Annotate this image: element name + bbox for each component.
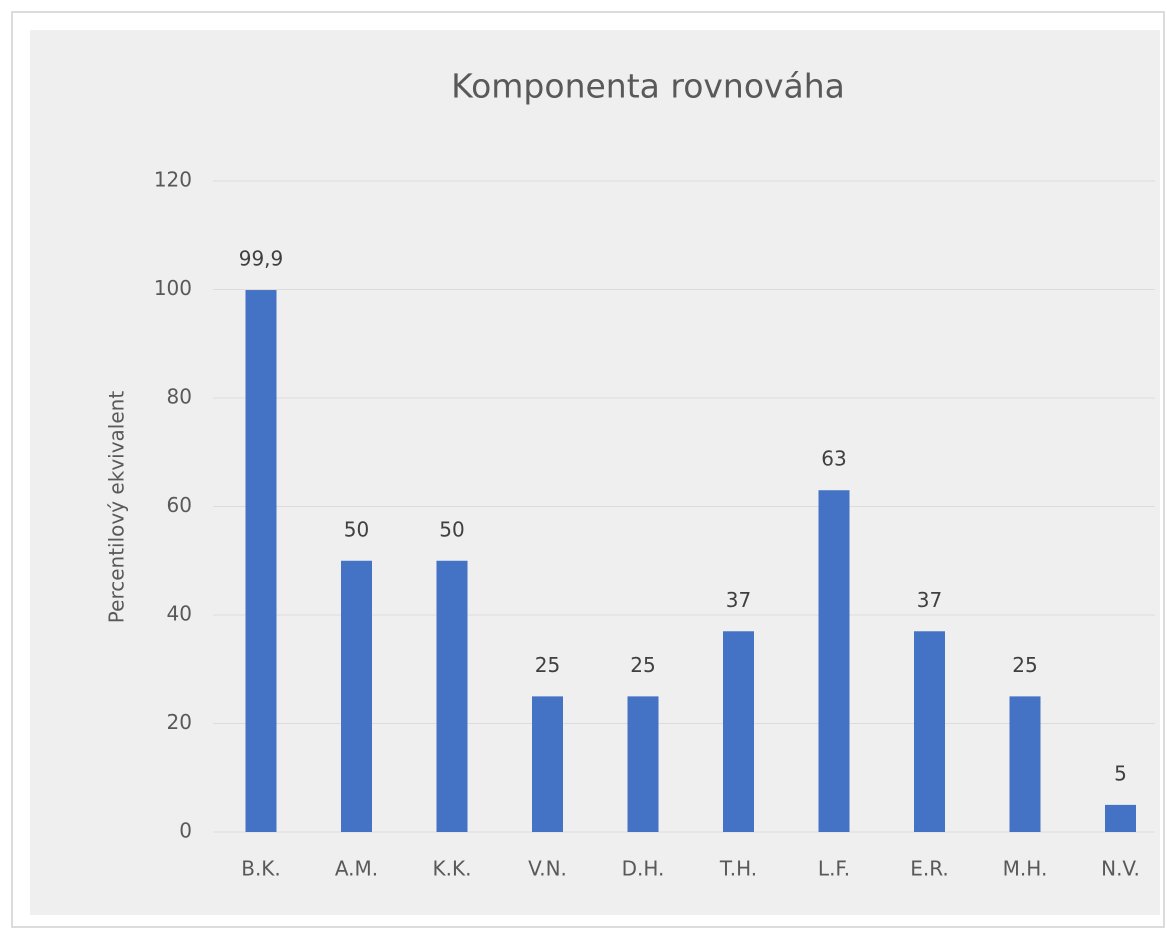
bar <box>914 631 945 832</box>
y-tick-label: 0 <box>179 819 192 843</box>
x-tick-label: K.K. <box>433 857 472 881</box>
data-label: 63 <box>821 447 846 471</box>
bar <box>723 631 754 832</box>
y-tick-label: 80 <box>167 385 192 409</box>
x-tick-label: D.H. <box>622 857 665 881</box>
data-label: 25 <box>535 653 560 677</box>
x-tick-label: E.R. <box>910 857 949 881</box>
data-label: 37 <box>917 588 942 612</box>
x-tick-label: T.H. <box>719 857 757 881</box>
x-tick-label: V.N. <box>528 857 567 881</box>
bar <box>1009 696 1041 832</box>
bar <box>532 696 563 832</box>
bar <box>1105 804 1136 832</box>
data-label: 5 <box>1114 761 1127 785</box>
data-label: 50 <box>439 517 464 541</box>
x-tick-label: L.F. <box>818 857 850 881</box>
y-tick-label: 20 <box>167 710 192 734</box>
y-tick-label: 100 <box>154 276 192 300</box>
x-tick-label: B.K. <box>241 857 281 881</box>
y-axis-label: Percentilový ekvivalent <box>105 391 129 624</box>
data-label: 25 <box>630 653 655 677</box>
y-tick-label: 120 <box>154 168 192 192</box>
bar <box>341 560 372 832</box>
data-label: 37 <box>726 588 751 612</box>
y-tick-label: 60 <box>167 493 192 517</box>
data-label: 25 <box>1012 653 1037 677</box>
x-tick-label: M.H. <box>1003 857 1048 881</box>
chart-title: Komponenta rovnováha <box>451 67 845 106</box>
data-label: 99,9 <box>239 247 284 271</box>
bar <box>245 290 277 833</box>
bar <box>436 560 468 832</box>
chart-area <box>30 30 1160 915</box>
x-tick-label: N.V. <box>1101 857 1140 881</box>
data-label: 50 <box>344 517 369 541</box>
y-tick-label: 40 <box>167 602 192 626</box>
bar <box>818 490 850 832</box>
bar <box>627 696 659 832</box>
x-tick-label: A.M. <box>335 857 378 881</box>
